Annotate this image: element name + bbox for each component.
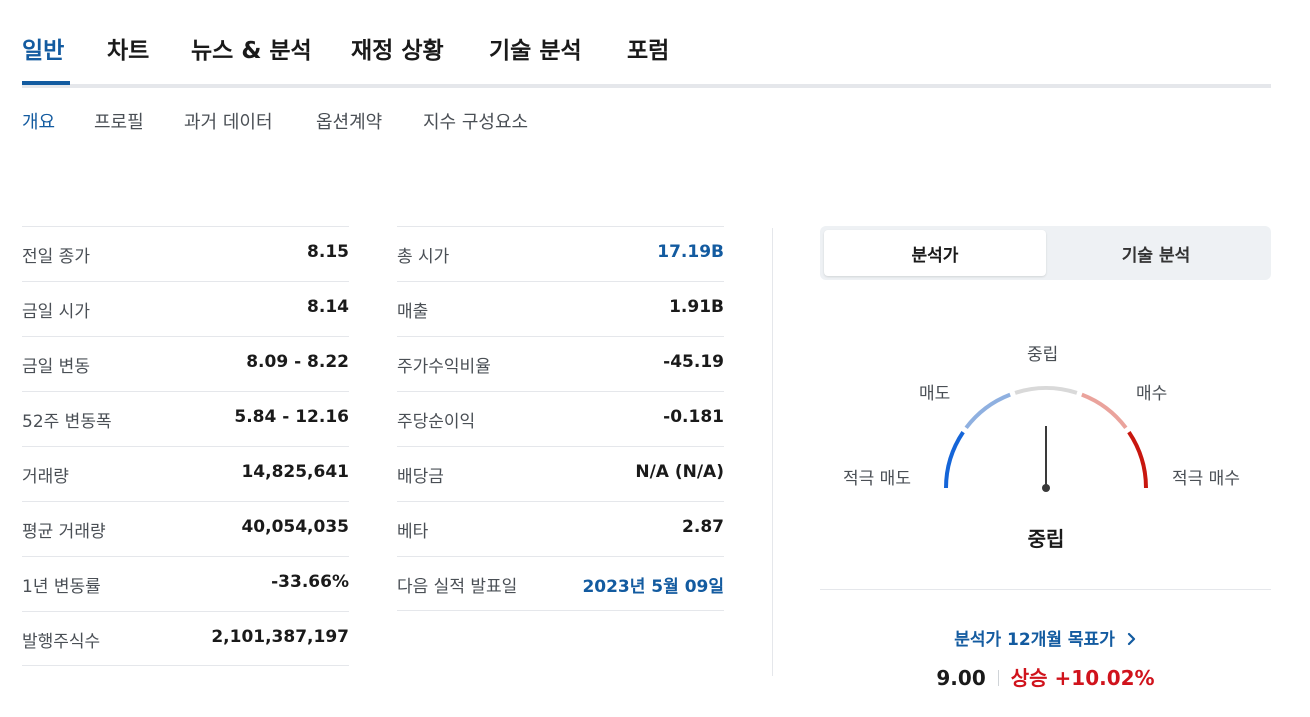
gauge-segment-strong-sell [944,430,965,489]
stat-label: 주가수익비율 [397,357,491,377]
stat-value: 8.14 [307,297,349,317]
stat-label: 금일 시가 [22,302,90,322]
stat-label: 1년 변동률 [22,577,101,597]
analyst-target-link[interactable]: 분석가 12개월 목표가 [820,625,1271,650]
stat-value: -33.66% [271,572,349,592]
active-tab-indicator [22,81,70,85]
stat-row-52wk-range: 52주 변동폭 5.84 - 12.16 [22,391,349,446]
tab-technical[interactable]: 기술 분석 [489,38,582,64]
gauge-result: 중립 [1027,527,1065,551]
tab-chart[interactable]: 차트 [107,38,150,64]
target-price-row: 9.00 상승 +10.02% [820,662,1271,691]
stat-value: 2,101,387,197 [211,627,349,647]
stats-table-right: 총 시가 17.19B 매출 1.91B 주가수익비율 -45.19 주당순이익… [397,226,724,611]
gauge-label-strong-sell: 적극 매도 [843,469,911,489]
stat-row-eps: 주당순이익 -0.181 [397,391,724,446]
toggle-technical-button[interactable]: 기술 분석 [1121,245,1191,266]
stat-row-revenue: 매출 1.91B [397,281,724,336]
gauge-segment-neutral [1014,385,1078,395]
stat-label: 베타 [397,522,429,542]
stat-value: 8.15 [307,242,349,262]
stat-label: 52주 변동폭 [22,412,112,432]
gauge-segment-strong-buy [1127,430,1148,489]
target-price: 9.00 [936,666,986,690]
tab-forum[interactable]: 포럼 [627,38,670,64]
stat-row-market-cap: 총 시가 17.19B [397,226,724,281]
gauge-label-neutral: 중립 [1027,345,1059,365]
gauge-segment-sell [964,392,1011,430]
subtab-overview[interactable]: 개요 [22,112,56,133]
gauge-label-buy: 매수 [1136,384,1168,404]
stat-row-shares-outstanding: 발행주식수 2,101,387,197 [22,611,349,666]
stats-table-left: 전일 종가 8.15 금일 시가 8.14 금일 변동 8.09 - 8.22 … [22,226,349,666]
stat-value: 14,825,641 [241,462,349,482]
stat-row-day-range: 금일 변동 8.09 - 8.22 [22,336,349,391]
gauge-label-strong-buy: 적극 매수 [1172,469,1240,489]
subtab-historical-data[interactable]: 과거 데이터 [184,112,273,133]
stat-row-beta: 베타 2.87 [397,501,724,556]
tab-general[interactable]: 일반 [22,38,65,64]
section-divider [820,589,1271,590]
stat-row-prev-close: 전일 종가 8.15 [22,226,349,281]
stat-label: 다음 실적 발표일 [397,577,518,597]
stat-row-pe-ratio: 주가수익비율 -45.19 [397,336,724,391]
subtab-profile[interactable]: 프로필 [94,112,144,133]
column-divider [772,228,773,676]
stat-label: 거래량 [22,467,69,487]
stat-label: 평균 거래량 [22,522,106,542]
stat-label: 전일 종가 [22,247,90,267]
stat-row-volume: 거래량 14,825,641 [22,446,349,501]
gauge-segment-buy [1081,392,1128,430]
toggle-analyst-button[interactable]: 분석가 [824,230,1046,276]
stat-value: 8.09 - 8.22 [246,352,349,372]
target-change-percent: +10.02% [1054,666,1155,690]
target-direction: 상승 [1010,666,1048,690]
gauge-needle-pivot [1042,484,1050,492]
stat-label: 배당금 [397,467,444,487]
tab-news-analysis[interactable]: 뉴스 & 분석 [191,38,312,64]
stat-value: -45.19 [663,352,724,372]
stat-label: 발행주식수 [22,632,101,652]
tab-financials[interactable]: 재정 상황 [351,38,444,64]
stat-value: 40,054,035 [241,517,349,537]
stat-label: 주당순이익 [397,412,476,432]
stat-label: 금일 변동 [22,357,90,377]
stat-value: -0.181 [663,407,724,427]
separator [997,670,999,686]
stat-value: 1.91B [669,297,724,317]
stat-value: 5.84 - 12.16 [234,407,349,427]
sentiment-gauge [944,385,1148,492]
stat-value: N/A (N/A) [635,462,724,482]
chevron-right-icon [1127,630,1137,650]
main-tab-bar: 일반 차트 뉴스 & 분석 재정 상황 기술 분석 포럼 [22,0,1271,88]
gauge-label-sell: 매도 [919,384,951,404]
subtab-index-components[interactable]: 지수 구성요소 [423,112,529,133]
next-earnings-link[interactable]: 2023년 5월 09일 [582,577,724,597]
analyst-target-label: 분석가 12개월 목표가 [954,630,1115,650]
subtab-options[interactable]: 옵션계약 [316,112,383,133]
stat-row-next-earnings: 다음 실적 발표일 2023년 5월 09일 [397,556,724,611]
sentiment-toggle: 분석가 기술 분석 [820,226,1271,280]
stat-row-1yr-change: 1년 변동률 -33.66% [22,556,349,611]
stat-value: 2.87 [682,517,724,537]
stat-row-avg-volume: 평균 거래량 40,054,035 [22,501,349,556]
stat-row-open: 금일 시가 8.14 [22,281,349,336]
stat-label: 총 시가 [397,247,450,267]
stat-label: 매출 [397,302,429,322]
market-cap-link[interactable]: 17.19B [657,242,724,262]
stat-row-dividend: 배당금 N/A (N/A) [397,446,724,501]
